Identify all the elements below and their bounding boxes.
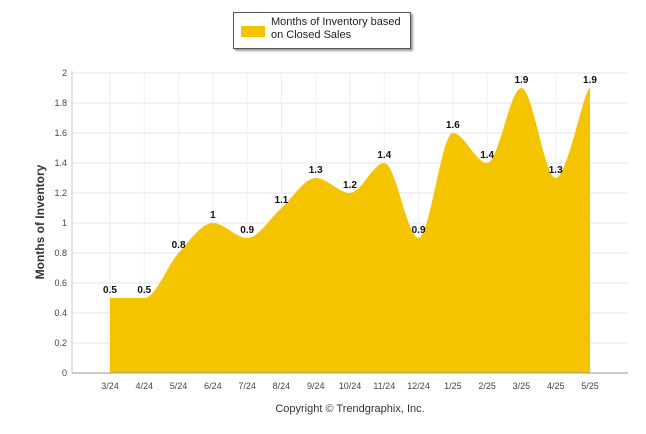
x-tick-labels: 3/24 4/24 5/24 6/24 7/24 8/24 9/24 10/24 11/24 12… <box>101 381 599 391</box>
data-label: 0.5 <box>137 285 151 296</box>
x-tick-label: 6/24 <box>204 381 222 391</box>
data-label: 1.3 <box>309 165 323 176</box>
x-tick-label: 5/25 <box>581 381 599 391</box>
x-tick-label: 10/24 <box>339 381 362 391</box>
x-tick-label: 9/24 <box>307 381 325 391</box>
y-axis-label: Months of Inventory <box>33 164 47 280</box>
y-tick-label: 0 <box>62 368 67 378</box>
x-tick-label: 3/24 <box>101 381 119 391</box>
area-fill <box>110 88 590 373</box>
x-tick-label: 12/24 <box>407 381 430 391</box>
x-tick-label: 3/25 <box>513 381 531 391</box>
legend-swatch <box>241 26 265 37</box>
y-tick-label: 1.8 <box>54 98 67 108</box>
legend-label: Months of Inventory based on Closed Sale… <box>271 16 401 41</box>
x-tick-label: 8/24 <box>273 381 291 391</box>
y-tick-label: 1.6 <box>54 128 67 138</box>
x-tick-label: 5/24 <box>170 381 188 391</box>
y-tick-label: 0.6 <box>54 278 67 288</box>
data-label: 1.6 <box>446 120 460 131</box>
y-tick-label: 0.2 <box>54 338 67 348</box>
y-tick-label: 0.4 <box>54 308 67 318</box>
data-label: 0.9 <box>240 225 254 236</box>
y-tick-label: 1.4 <box>54 158 67 168</box>
legend: Months of Inventory based on Closed Sale… <box>233 12 411 49</box>
y-tick-label: 1.2 <box>54 188 67 198</box>
data-label: 0.9 <box>412 225 426 236</box>
data-label: 1.4 <box>480 150 494 161</box>
data-label: 1.9 <box>583 75 597 86</box>
x-tick-label: 1/25 <box>444 381 462 391</box>
data-label: 1.9 <box>514 75 528 86</box>
data-label: 0.8 <box>172 240 186 251</box>
y-tick-label: 1 <box>62 218 67 228</box>
data-label: 1.3 <box>549 165 563 176</box>
data-label: 1.4 <box>377 150 391 161</box>
y-tick-label: 0.8 <box>54 248 67 258</box>
y-tick-labels: 0 0.2 0.4 0.6 0.8 1 1.2 1.4 1.6 1.8 2 <box>54 68 67 378</box>
copyright-text: Copyright © Trendgraphix, Inc. <box>275 403 425 415</box>
axes <box>71 71 628 374</box>
x-tick-label: 4/24 <box>136 381 154 391</box>
y-tick-label: 2 <box>62 68 67 78</box>
data-label: 0.5 <box>103 285 117 296</box>
x-tick-label: 7/24 <box>238 381 256 391</box>
data-label: 1 <box>210 210 216 221</box>
series-area <box>110 88 590 373</box>
x-tick-label: 11/24 <box>373 381 395 391</box>
data-label: 1.2 <box>343 180 357 191</box>
x-tick-label: 4/25 <box>547 381 565 391</box>
data-labels: 0.5 0.5 0.8 1 0.9 1.1 1.3 1.2 1.4 0.9 1.6 1.4 1.9 1.3… <box>103 75 597 296</box>
data-label: 1.1 <box>274 195 288 206</box>
x-tick-label: 2/25 <box>478 381 496 391</box>
